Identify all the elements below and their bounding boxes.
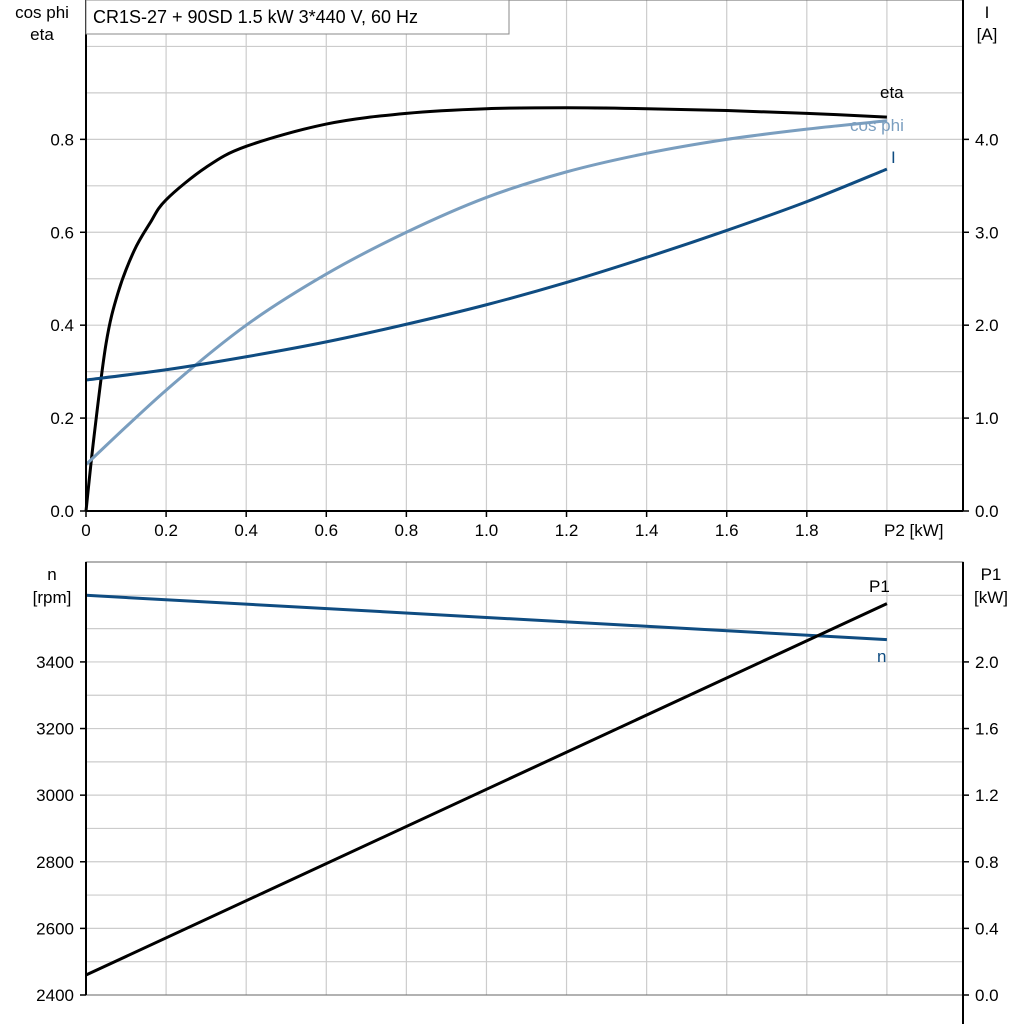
- series-layer: [84, 106, 888, 977]
- top-left-tick-label: 0.0: [50, 502, 74, 521]
- series-line-p1: [85, 602, 888, 977]
- bottom-right-axis-label-1: P1: [981, 565, 1002, 584]
- bottom-left-tick-label: 3400: [36, 653, 74, 672]
- bottom-right-tick-label: 0.4: [975, 919, 999, 938]
- series-line-n: [85, 593, 887, 642]
- top-plot-frame: [85, 0, 964, 512]
- bottom-right-tick-label: 1.2: [975, 786, 999, 805]
- x-tick-label: 0: [81, 521, 90, 540]
- chart-title: CR1S-27 + 90SD 1.5 kW 3*440 V, 60 Hz: [93, 7, 418, 27]
- x-tick-label: 0.4: [234, 521, 258, 540]
- bottom-left-tick-label: 3200: [36, 720, 74, 739]
- top-x-axis-label: P2 [kW]: [884, 521, 944, 540]
- x-tick-label: 1.0: [475, 521, 499, 540]
- title-box: CR1S-27 + 90SD 1.5 kW 3*440 V, 60 Hz: [85, 0, 510, 35]
- top-right-tick-label: 0.0: [975, 502, 999, 521]
- bottom-left-tick-label: 3000: [36, 786, 74, 805]
- top-grid: [86, 0, 963, 511]
- bottom-grid: [86, 562, 963, 995]
- bottom-right-tick-label: 1.6: [975, 720, 999, 739]
- bottom-left-axis-label-1: n: [47, 565, 56, 584]
- x-tick-label: 1.2: [555, 521, 579, 540]
- bottom-right-axis-label-2: [kW]: [974, 588, 1008, 607]
- x-tick-label: 1.4: [635, 521, 659, 540]
- axes-layer: [80, 0, 969, 1024]
- series-label-i: I: [891, 148, 896, 167]
- series-line-i: [85, 167, 888, 382]
- bottom-right-tick-label: 0.8: [975, 853, 999, 872]
- series-label-n: n: [877, 647, 886, 666]
- top-left-axis-label-1: cos phi: [15, 3, 69, 22]
- x-tick-label: 1.8: [795, 521, 819, 540]
- top-left-tick-label: 0.2: [50, 409, 74, 428]
- bottom-left-tick-label: 2600: [36, 919, 74, 938]
- series-line-cos-phi: [84, 119, 888, 466]
- top-left-tick-label: 0.4: [50, 316, 74, 335]
- top-left-tick-label: 0.6: [50, 223, 74, 242]
- tick-labels: 0.0 0.2 0.4 0.6 0.8 0.0 1.0 2.0 3.0 4.0 0 0.2 0.4 0.6…: [36, 130, 998, 1005]
- x-tick-label: 0.8: [395, 521, 419, 540]
- top-right-tick-label: 2.0: [975, 316, 999, 335]
- bottom-left-tick-label: 2400: [36, 986, 74, 1005]
- bottom-plot-frame: [85, 561, 964, 996]
- top-left-axis-label-2: eta: [30, 25, 54, 44]
- top-right-axis-label-1: I: [985, 3, 990, 22]
- series-label-p1: P1: [869, 577, 890, 596]
- top-right-tick-label: 3.0: [975, 223, 999, 242]
- series-label-eta: eta: [880, 83, 904, 102]
- bottom-left-tick-label: 2800: [36, 853, 74, 872]
- series-line-eta: [84, 106, 887, 512]
- top-right-tick-label: 1.0: [975, 409, 999, 428]
- top-right-axis-label-2: [A]: [977, 25, 998, 44]
- top-right-tick-label: 4.0: [975, 130, 999, 149]
- x-tick-label: 1.6: [715, 521, 739, 540]
- x-tick-label: 0.2: [154, 521, 178, 540]
- series-label-cos-phi: cos phi: [850, 116, 904, 135]
- x-tick-label: 0.6: [314, 521, 338, 540]
- bottom-right-tick-label: 0.0: [975, 986, 999, 1005]
- top-left-tick-label: 0.8: [50, 130, 74, 149]
- bottom-right-tick-label: 2.0: [975, 653, 999, 672]
- bottom-left-axis-label-2: [rpm]: [33, 588, 72, 607]
